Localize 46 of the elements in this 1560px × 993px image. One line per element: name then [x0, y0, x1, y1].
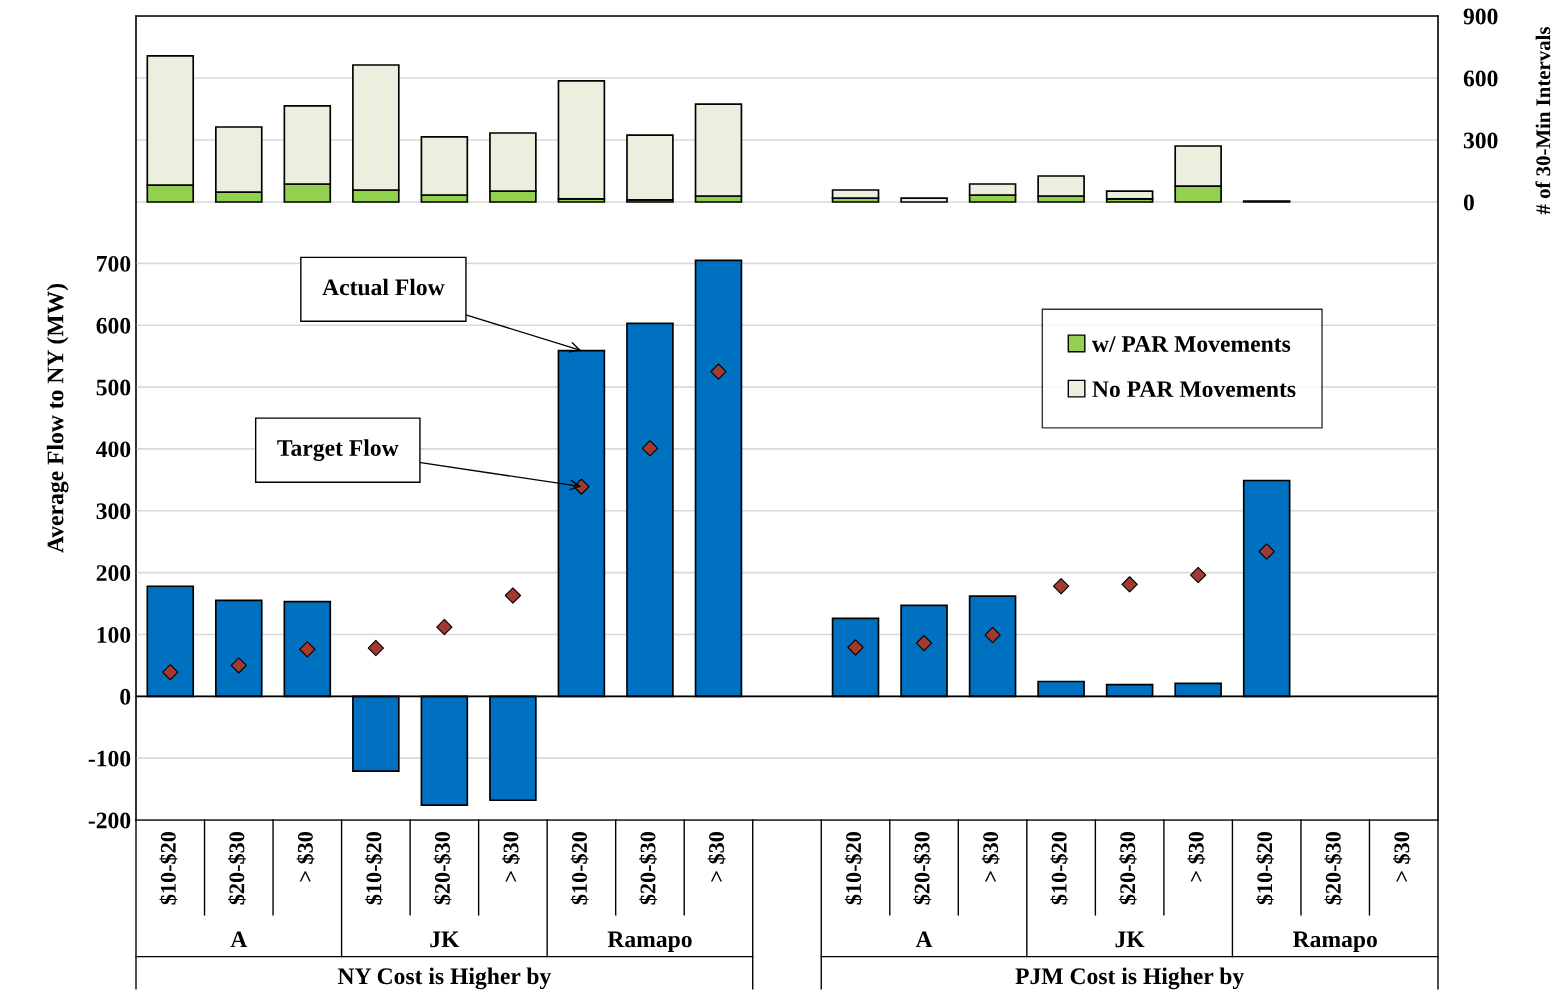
text: Ramapo — [607, 931, 692, 953]
y-tick-label: -100 — [88, 750, 131, 767]
x-tick-label: $20-$30 — [228, 831, 246, 905]
y-tick-label: 400 — [96, 441, 131, 458]
text: NY Cost is Higher by — [337, 967, 552, 990]
x-tick-label: $10-$20 — [159, 831, 178, 905]
y2-axis-title: # of 30-Min Intervals — [1535, 27, 1551, 215]
x-tick-label: $20-$30 — [913, 831, 932, 905]
legend-label: w/ PAR Movements — [1091, 336, 1291, 352]
y-tick-label: 0 — [120, 688, 131, 705]
y-tick-label: 300 — [96, 503, 131, 520]
legend-label: No PAR Movements — [1092, 381, 1296, 398]
text: A — [915, 931, 933, 948]
y2-tick-label: 0 — [1463, 194, 1474, 211]
x-tick-label: $10-$20 — [1050, 831, 1069, 905]
text: Actual Flow — [322, 278, 445, 296]
y-tick-label: 700 — [97, 255, 131, 272]
y2-tick-label: 900 — [1463, 8, 1498, 25]
y-tick-label: 200 — [96, 565, 131, 582]
text: PJM Cost is Higher by — [1015, 967, 1244, 990]
text: JK — [1115, 931, 1145, 948]
x-tick-label: $20-$30 — [639, 831, 657, 905]
text: Ramapo — [1292, 931, 1377, 953]
y2-tick-label: 300 — [1463, 132, 1498, 149]
x-tick-label: $10-$20 — [365, 831, 383, 905]
text: JK — [430, 931, 460, 948]
y2-tick-label: 600 — [1463, 70, 1498, 87]
y-tick-label: 500 — [96, 379, 131, 396]
x-tick-label: > $30 — [707, 831, 726, 882]
x-tick-label: $10-$20 — [570, 831, 589, 905]
x-tick-label: $10-$20 — [1255, 831, 1274, 905]
x-tick-label: $20-$30 — [1324, 831, 1343, 905]
x-tick-label: > $30 — [1392, 831, 1411, 882]
text: Target Flow — [277, 439, 399, 461]
y-tick-label: -200 — [88, 812, 131, 829]
y-tick-label: 100 — [97, 626, 131, 643]
x-tick-label: $20-$30 — [1118, 831, 1137, 905]
x-tick-label: > $30 — [296, 831, 315, 882]
x-tick-label: > $30 — [1187, 831, 1206, 882]
x-tick-label: > $30 — [981, 831, 1000, 882]
x-tick-label: $10-$20 — [844, 831, 863, 905]
x-tick-label: $20-$30 — [433, 831, 452, 905]
text: A — [230, 931, 248, 948]
y-axis-title: Average Flow to NY (MW) — [46, 283, 69, 553]
y-tick-label: 600 — [96, 317, 131, 334]
x-tick-label: > $30 — [502, 831, 520, 882]
